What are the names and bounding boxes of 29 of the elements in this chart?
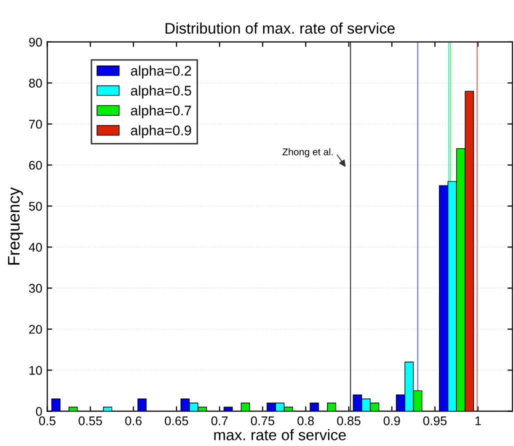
chart-title: Distribution of max. rate of service — [166, 22, 395, 34]
x-tick-label: 0.6 — [125, 416, 142, 426]
legend-label: alpha=0.2 — [130, 66, 192, 78]
y-tick-label: 30 — [29, 284, 42, 293]
x-tick-label: 0.65 — [164, 416, 188, 426]
y-tick-label: 90 — [29, 38, 42, 47]
y-tick-label: 60 — [29, 160, 42, 170]
y-tick-label: 40 — [28, 242, 42, 252]
y-tick-label: 0 — [36, 407, 42, 416]
y-axis-title: Frequency — [8, 187, 23, 265]
legend-label: alpha=0.5 — [130, 85, 192, 98]
x-tick-label: 0.7 — [211, 416, 228, 426]
y-tick-label: 70 — [29, 120, 42, 129]
x-tick-label: 0.8 — [298, 416, 314, 426]
legend-label: alpha=0.9 — [130, 125, 192, 138]
y-tick-label: 20 — [29, 324, 42, 334]
x-axis-title: max. rate of service — [214, 429, 346, 440]
y-tick-label: 50 — [29, 202, 42, 211]
annotation: Zhong et al. — [282, 148, 333, 158]
y-tick-label: 10 — [29, 366, 42, 375]
x-tick-label: 0.95 — [423, 416, 447, 426]
x-tick-label: 0.55 — [78, 416, 102, 426]
x-tick-label: 0.85 — [337, 416, 360, 426]
x-tick-label: 0.5 — [39, 416, 56, 426]
x-tick-label: 0.9 — [384, 416, 400, 426]
legend-label: alpha=0.7 — [130, 105, 192, 118]
y-tick-label: 80 — [29, 78, 42, 88]
x-tick-label: 1 — [475, 416, 481, 426]
x-tick-label: 0.75 — [250, 416, 274, 426]
